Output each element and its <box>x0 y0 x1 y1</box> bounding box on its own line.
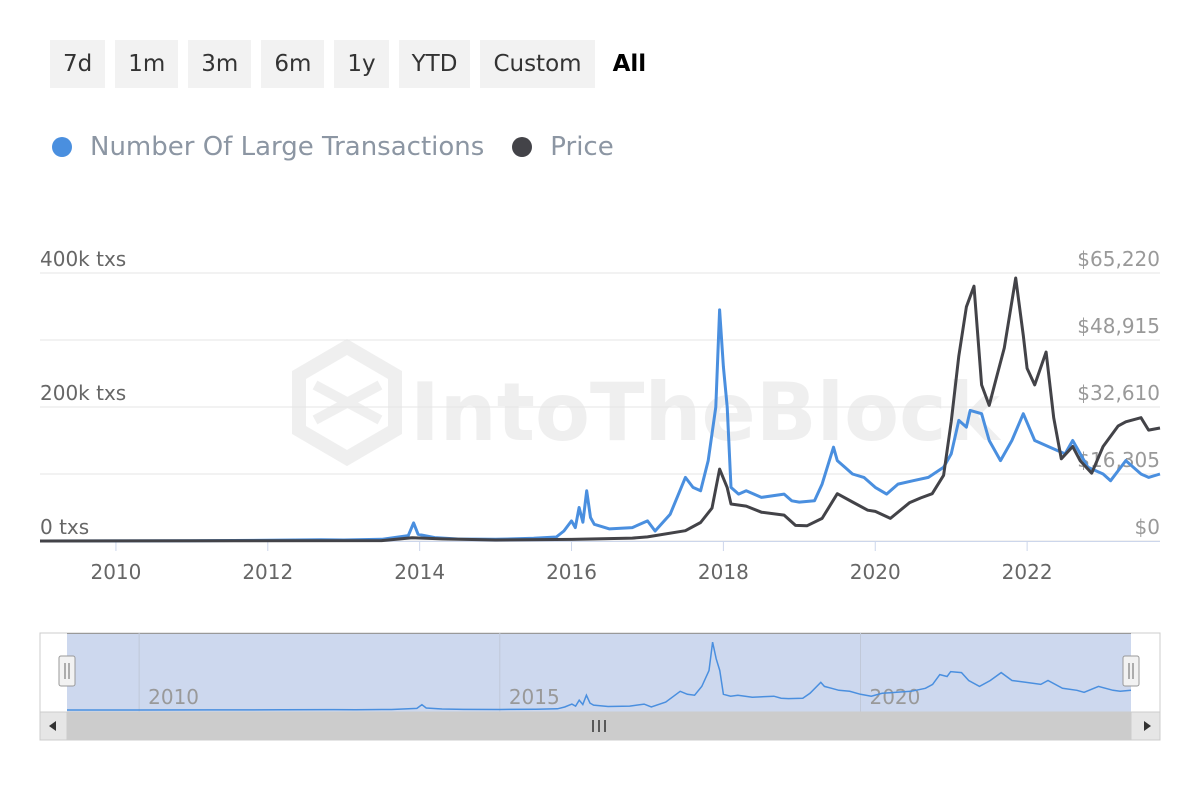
range-button-custom[interactable]: Custom <box>480 40 595 88</box>
range-button-1m[interactable]: 1m <box>115 40 179 88</box>
navigator-tick-label: 2010 <box>148 685 199 709</box>
grip-lines-icon <box>1128 663 1134 679</box>
range-button-6m[interactable]: 6m <box>261 40 325 88</box>
watermark-text: IntoTheBlock <box>410 366 1001 459</box>
x-tick-label: 2010 <box>90 560 141 584</box>
y-right-tick-label: $48,915 <box>1077 314 1160 338</box>
arrow-right-icon <box>1144 721 1151 731</box>
navigator-tick-label: 2020 <box>869 685 920 709</box>
legend-label-price: Price <box>550 132 614 162</box>
grid <box>40 272 1160 542</box>
scroll-left-button[interactable] <box>39 711 68 741</box>
arrow-left-icon <box>49 721 56 731</box>
legend-label-transactions: Number Of Large Transactions <box>90 132 485 162</box>
range-button-all[interactable]: All <box>605 40 655 88</box>
scroll-thumb-grip-icon <box>592 720 606 732</box>
y-left-tick-label: 400k txs <box>40 247 126 271</box>
navigator-handle-right[interactable] <box>1122 655 1140 687</box>
legend-dot-transactions <box>52 137 72 157</box>
y-right-tick-label: $65,220 <box>1077 247 1160 271</box>
grip-lines-icon <box>64 663 70 679</box>
y-left-tick-label: 200k txs <box>40 381 126 405</box>
navigator-tick-label: 2015 <box>509 685 560 709</box>
watermark: IntoTheBlock <box>292 338 1001 467</box>
y-right-tick-label: $32,610 <box>1077 381 1160 405</box>
series-line-price[interactable] <box>39 276 1161 543</box>
legend-item-price[interactable]: Price <box>512 132 614 162</box>
navigator-series-line <box>67 641 1132 711</box>
range-button-1y[interactable]: 1y <box>334 40 389 88</box>
legend-dot-price <box>512 137 533 157</box>
x-tick-label: 2012 <box>242 560 293 584</box>
x-tick-label: 2020 <box>850 560 901 584</box>
range-button-3m[interactable]: 3m <box>188 40 252 88</box>
chart-legend: Number Of Large Transactions Price <box>52 132 614 162</box>
range-button-7d[interactable]: 7d <box>50 40 106 88</box>
x-tick-label: 2016 <box>546 560 597 584</box>
navigator: 2010 2015 2020 <box>39 632 1161 713</box>
navigator-scrollbar <box>39 711 1161 741</box>
y-left-tick-label: 0 txs <box>40 515 89 539</box>
scroll-right-button[interactable] <box>1130 711 1161 741</box>
x-tick-label: 2022 <box>1002 560 1053 584</box>
navigator-handle-left[interactable] <box>58 655 76 687</box>
x-tick-label: 2014 <box>394 560 445 584</box>
y-right-tick-label: $0 <box>1135 515 1160 539</box>
range-button-ytd[interactable]: YTD <box>398 40 471 88</box>
legend-item-transactions[interactable]: Number Of Large Transactions <box>52 132 484 162</box>
watermark-logo-icon <box>292 338 402 467</box>
range-selector: 7d 1m 3m 6m 1y YTD Custom All <box>50 40 654 88</box>
navigator-selection[interactable] <box>67 633 1131 712</box>
x-tick-label: 2018 <box>698 560 749 584</box>
